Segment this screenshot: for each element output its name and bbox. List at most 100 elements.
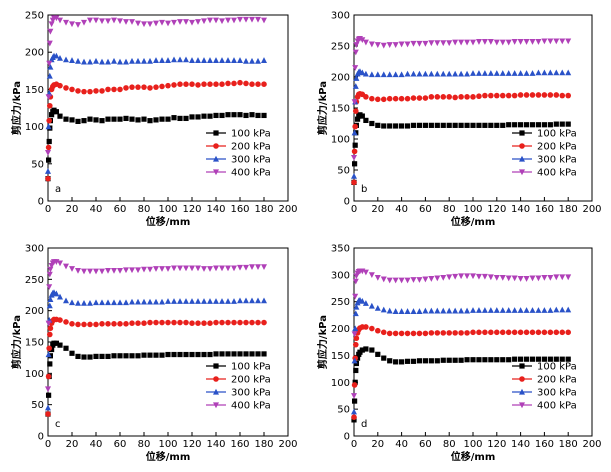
data-point (375, 96, 381, 103)
data-point (352, 278, 359, 285)
data-point (398, 41, 405, 48)
data-point (488, 329, 494, 336)
x-axis-label: 位移/mm (451, 450, 496, 463)
data-point (458, 39, 465, 46)
data-point (399, 123, 405, 129)
data-point (189, 19, 195, 26)
data-point (553, 306, 560, 313)
data-point (363, 117, 369, 123)
data-point (352, 83, 359, 89)
data-point (183, 265, 189, 272)
x-tick-label: 40 (90, 204, 103, 215)
data-point (93, 321, 99, 328)
data-point (46, 117, 52, 124)
data-point (398, 95, 405, 102)
data-point (422, 40, 429, 47)
data-point (487, 307, 494, 313)
data-point (249, 264, 255, 270)
data-point (225, 351, 231, 357)
data-point (475, 70, 482, 76)
data-point (231, 80, 237, 87)
data-point (368, 272, 375, 279)
data-point (57, 54, 63, 61)
data-point (141, 116, 147, 122)
data-point (255, 81, 261, 87)
x-tick-label: 80 (138, 204, 151, 215)
data-point (99, 118, 105, 124)
data-point (351, 99, 358, 105)
legend-marker (519, 402, 525, 409)
legend-marker (213, 402, 219, 409)
legend-label: 300 kPa (231, 388, 271, 399)
data-point (261, 319, 267, 326)
data-point (135, 298, 141, 305)
legend: 100 kPa 200 kPa 300 kPa 400 kPa (206, 362, 271, 412)
data-point (499, 307, 506, 313)
data-point (482, 122, 488, 128)
data-point (428, 307, 435, 314)
y-tick-label: 50 (31, 159, 44, 170)
data-point (529, 92, 536, 98)
data-point (428, 276, 435, 282)
data-point (494, 92, 500, 99)
data-point (45, 404, 51, 411)
x-tick-label: 120 (487, 439, 506, 450)
legend-marker (519, 363, 525, 369)
data-point (249, 57, 255, 64)
data-point (505, 307, 512, 313)
data-point (428, 70, 435, 77)
panel-label: d (361, 419, 367, 430)
data-point (505, 329, 512, 336)
data-point (117, 267, 123, 274)
data-point (353, 75, 360, 81)
x-tick-label: 140 (206, 439, 225, 450)
data-point (452, 273, 459, 280)
data-point (553, 69, 560, 76)
data-point (105, 18, 111, 25)
data-point (416, 308, 423, 314)
data-point (75, 267, 81, 274)
legend-marker (213, 388, 219, 395)
data-point (398, 308, 405, 314)
legend-label: 300 kPa (537, 155, 577, 166)
data-point (517, 39, 524, 45)
data-point (87, 17, 93, 24)
data-point (183, 19, 189, 25)
data-point (153, 84, 159, 90)
data-point (93, 17, 99, 24)
data-point (352, 65, 359, 71)
x-tick-label: 180 (254, 439, 273, 450)
data-point (45, 94, 52, 101)
data-point (213, 265, 219, 272)
data-point (359, 37, 366, 43)
data-point (452, 39, 459, 46)
data-point (237, 16, 243, 23)
legend-label: 400 kPa (537, 401, 577, 412)
data-point (386, 330, 393, 337)
data-point (464, 307, 471, 314)
data-point (249, 112, 255, 118)
data-point (481, 70, 488, 76)
data-point (352, 142, 358, 148)
data-point (392, 71, 399, 78)
data-point (153, 266, 159, 272)
data-point (93, 268, 99, 275)
data-point (523, 70, 530, 76)
y-tick-label: 250 (331, 297, 350, 308)
data-point (464, 122, 470, 128)
data-point (147, 266, 153, 273)
data-point (213, 81, 219, 87)
data-point (511, 92, 518, 99)
data-point (452, 122, 458, 128)
data-point (446, 307, 453, 314)
data-point (261, 297, 267, 304)
data-point (452, 70, 459, 77)
series-400-kPa (351, 35, 572, 161)
chart-panel-b: 0 20 40 60 80 100 120 140 160 180 200 0 50 100 150 200 2… (316, 11, 602, 229)
data-point (541, 38, 548, 45)
data-point (464, 273, 471, 280)
data-point (75, 299, 81, 306)
data-point (446, 40, 453, 47)
data-point (359, 347, 365, 353)
data-point (261, 81, 267, 87)
